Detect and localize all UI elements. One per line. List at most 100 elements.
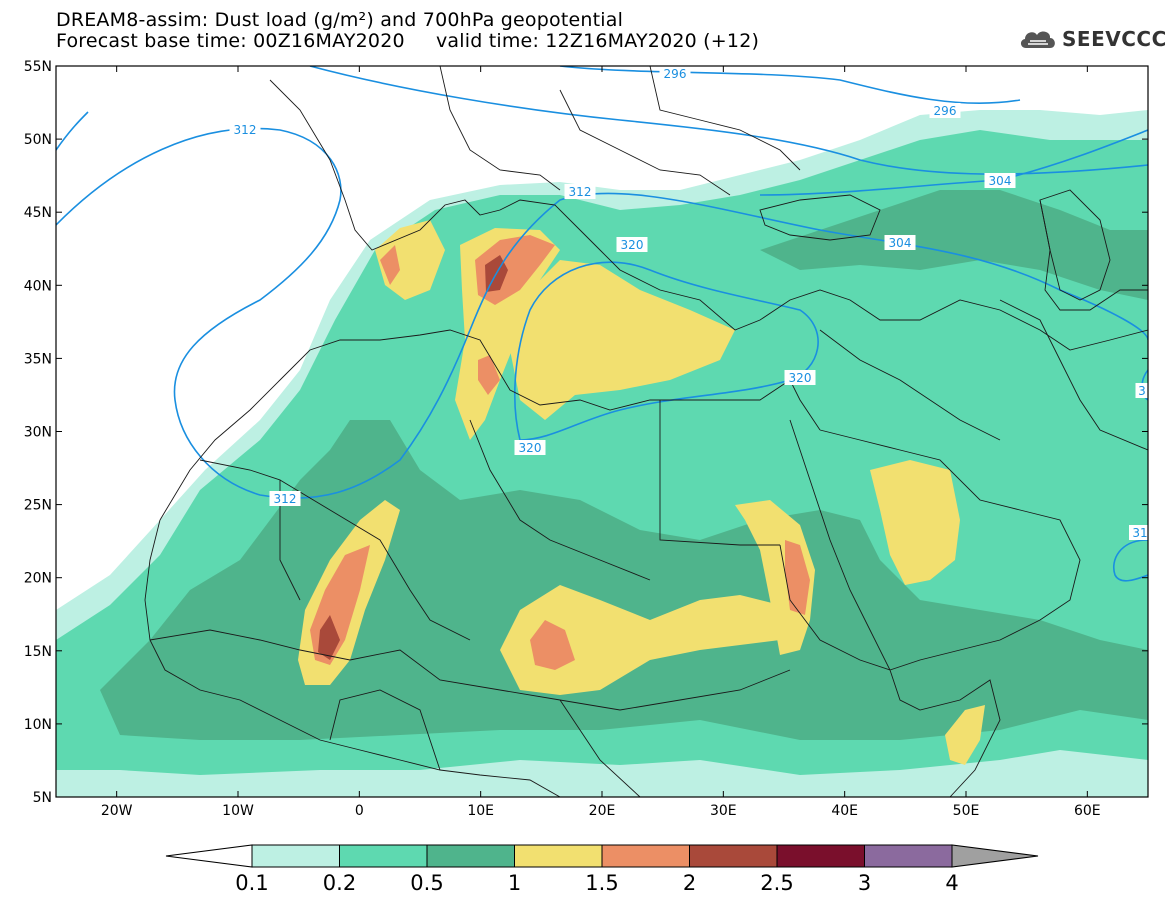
contour-296 <box>309 66 1148 175</box>
lat-tick-label: 45N <box>24 205 52 221</box>
svg-text:304: 304 <box>989 174 1012 188</box>
svg-text:320: 320 <box>519 441 542 455</box>
coastline-redsea <box>789 419 1001 797</box>
contour-label: 296 <box>929 103 961 118</box>
border-sahel-1 <box>149 629 501 691</box>
svg-text:296: 296 <box>664 67 687 81</box>
svg-text:31: 31 <box>1132 526 1147 540</box>
dust-region-1-somalia <box>945 705 985 765</box>
dust-region-1-5-chad <box>530 620 575 670</box>
svg-text:320: 320 <box>621 238 644 252</box>
svg-text:320: 320 <box>789 371 812 385</box>
colorbar-label: 0.2 <box>323 871 356 895</box>
border-sahel-2 <box>499 669 791 711</box>
colorbar-label: 4 <box>945 871 958 895</box>
colorbar-under-arrow <box>165 844 253 868</box>
colorbar-label: 3 <box>858 871 871 895</box>
svg-text:3: 3 <box>1138 384 1146 398</box>
dust-region-0-5 <box>100 420 1148 740</box>
dust-region-0-5-north <box>760 190 1148 300</box>
lon-tick-label: 20E <box>589 803 616 819</box>
coastline-arabia <box>819 429 1081 671</box>
lat-tick-label: 55N <box>24 59 52 75</box>
contour-label: 312 <box>229 122 261 137</box>
dust-region-1-5-sudan <box>785 540 810 615</box>
lon-tick-label: 30E <box>710 803 737 819</box>
contour-label: 320 <box>616 237 648 252</box>
contour-label: 312 <box>564 184 596 199</box>
lat-tick-label: 50N <box>24 132 52 148</box>
svg-text:312: 312 <box>569 185 592 199</box>
lat-tick-label: 30N <box>24 425 52 441</box>
colorbar-bin <box>339 844 428 868</box>
black-sea <box>759 194 881 241</box>
contour-312-north <box>56 127 1148 499</box>
coastline-europe <box>269 79 1148 351</box>
lat-tick-label: 5N <box>33 790 52 806</box>
contour-label: 320 <box>514 440 546 455</box>
map-title: DREAM8-assim: Dust load (g/m²) and 700hP… <box>56 10 759 52</box>
contour-label: 312 <box>269 491 301 506</box>
contour-label: 296 <box>659 66 691 81</box>
logo-text: SEEVCCC <box>1062 27 1165 51</box>
lon-tick-label: 10E <box>467 803 494 819</box>
colorbar-label: 0.1 <box>235 871 268 895</box>
seevccc-logo: SEEVCCC <box>1018 26 1165 52</box>
lon-tick-label: 20W <box>101 803 133 819</box>
lon-tick-label: 50E <box>953 803 980 819</box>
title-line-2: Forecast base time: 00Z16MAY2020 valid t… <box>56 30 760 52</box>
border-mideast-1 <box>819 329 1001 441</box>
border-sahara-1 <box>279 479 471 641</box>
dust-region-1-5-libya <box>478 355 500 395</box>
border-europe-1 <box>439 66 561 191</box>
contour-label: 304 <box>984 173 1016 188</box>
contour-label: 3 <box>1135 383 1148 398</box>
border-europe-2 <box>559 89 731 196</box>
colorbar-bin <box>601 844 690 868</box>
colorbar-bin <box>864 844 953 868</box>
lat-tick-label: 15N <box>24 644 52 660</box>
border-sahara-2 <box>469 419 651 581</box>
svg-text:312: 312 <box>274 492 297 506</box>
colorbar-bin <box>689 844 778 868</box>
contour-296-top <box>559 66 1021 105</box>
border-mideast-2 <box>999 299 1148 451</box>
caspian-sea <box>1039 189 1111 301</box>
contour-label: 31 <box>1129 525 1148 540</box>
dust-region-1-sudan <box>735 500 815 655</box>
lat-tick-label: 35N <box>24 351 52 367</box>
border-africa-west-2 <box>329 689 441 771</box>
lat-tick-label: 10N <box>24 717 52 733</box>
colorbar-bin <box>251 844 340 868</box>
lat-tick-label: 40N <box>24 278 52 294</box>
lon-tick-label: 40E <box>831 803 858 819</box>
colorbar-bin <box>776 844 865 868</box>
colorbar: 0.1 0.2 0.5 1 1.5 2 2.5 3 4 <box>165 844 1039 895</box>
dust-region-2-sahel <box>318 615 340 660</box>
svg-text:296: 296 <box>934 104 957 118</box>
svg-text:304: 304 <box>889 236 912 250</box>
cloud-icon <box>1020 31 1055 48</box>
dust-region-1-5-iberia <box>380 245 400 285</box>
border-europe-3 <box>649 66 801 171</box>
colorbar-over-arrow <box>951 844 1039 868</box>
contour-label: 320 <box>784 370 816 385</box>
lat-tick-label: 20N <box>24 571 52 587</box>
contour-320 <box>514 261 819 441</box>
lon-tick-label: 60E <box>1074 803 1101 819</box>
colorbar-label: 2.5 <box>760 871 793 895</box>
colorbar-label: 1.5 <box>585 871 618 895</box>
dust-region-1-arabia <box>870 460 960 585</box>
title-line-1: DREAM8-assim: Dust load (g/m²) and 700hP… <box>56 9 624 31</box>
colorbar-label: 1 <box>508 871 521 895</box>
contour-labels: 296 296 304 304 312 312 312 320 320 320 3 31 <box>229 66 1148 540</box>
latitude-axis: 55N 50N 45N 40N 35N 30N 25N 20N 15N 10N 5N <box>24 59 1148 806</box>
coastline-africa-north <box>159 329 821 521</box>
colorbar-label: 2 <box>683 871 696 895</box>
colorbar-bin <box>514 844 603 868</box>
coastline-africa-west <box>144 519 561 797</box>
lon-tick-label: 0 <box>355 803 364 819</box>
colorbar-label: 0.5 <box>410 871 443 895</box>
dust-region-1 <box>510 260 735 420</box>
